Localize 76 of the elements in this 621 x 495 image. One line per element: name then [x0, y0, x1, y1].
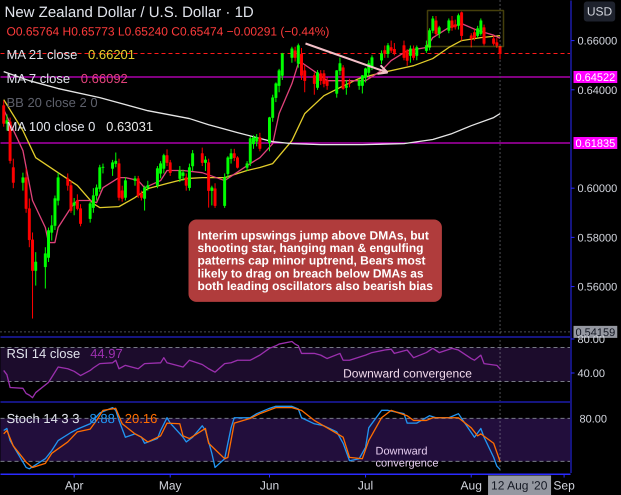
- candlestick: [182, 169, 184, 182]
- candlestick: [178, 166, 182, 183]
- candlestick: [470, 32, 473, 48]
- candlestick: [210, 185, 214, 206]
- x-tick-label: May: [158, 478, 182, 492]
- candlestick: [134, 175, 136, 186]
- x-tick-label: Aug: [460, 478, 482, 492]
- candlestick: [319, 70, 322, 86]
- candlestick: [482, 24, 486, 46]
- y-tick-label: 0.66000: [578, 36, 618, 48]
- candlestick: [2, 100, 6, 128]
- candlestick: [358, 78, 361, 90]
- annotation: Downward convergence: [376, 446, 438, 470]
- x-tick-label: Jul: [358, 478, 374, 492]
- candlestick: [124, 176, 127, 201]
- candlestick: [34, 252, 38, 286]
- candlestick: [72, 198, 76, 216]
- text: 0.66201: [88, 47, 136, 62]
- candlestick: [258, 132, 262, 152]
- candlestick: [143, 185, 146, 212]
- candlestick: [383, 45, 386, 58]
- candlestick: [460, 11, 464, 42]
- candlestick: [316, 70, 319, 90]
- annotation: Downward convergence: [343, 366, 472, 380]
- candlestick: [456, 13, 460, 30]
- candlestick: [390, 40, 393, 54]
- candlestick: [380, 50, 384, 64]
- candlestick: [438, 25, 441, 39]
- text: RSI 14 close: [6, 346, 80, 361]
- candlestick: [342, 64, 345, 90]
- chart-title: New Zealand Dollar / U.S. Dollar · 1D: [4, 4, 254, 21]
- candlestick: [415, 45, 418, 61]
- candlestick: [344, 79, 348, 96]
- series-label: 44.97: [90, 346, 123, 361]
- y-tick-label: 0.58000: [578, 232, 618, 244]
- candlestick: [200, 147, 204, 167]
- candlestick: [322, 70, 326, 88]
- series-label: 20.16: [124, 411, 158, 426]
- candlestick: [492, 35, 496, 46]
- candlestick: [214, 182, 217, 208]
- y-tick-label: 0.56000: [578, 282, 618, 294]
- candlestick: [294, 46, 297, 62]
- candlestick: [290, 46, 294, 64]
- candlestick: [312, 72, 316, 96]
- text: 0.64522: [576, 72, 616, 84]
- text: USD: [586, 4, 612, 18]
- candlestick: [255, 134, 258, 147]
- text: O0.65764 H0.65773 L0.65240 C0.65474 −0.00291 (−0.44%): [6, 24, 330, 38]
- text: 0.61835: [576, 138, 616, 150]
- x-tick-label: Jun: [260, 478, 280, 492]
- candlestick: [21, 172, 24, 192]
- candlestick: [450, 15, 454, 32]
- y-tick-label: 0.60000: [578, 183, 618, 196]
- line-series: [3, 340, 501, 398]
- x-tick-label: Apr: [64, 478, 84, 492]
- candlestick: [386, 42, 390, 58]
- candlestick: [447, 18, 450, 34]
- candlestick: [184, 172, 188, 192]
- series-label: 0.63031: [106, 119, 154, 134]
- candlestick: [454, 19, 457, 30]
- candlestick: [296, 43, 300, 68]
- candlestick: [392, 42, 396, 56]
- y-tick-label: 40.00: [578, 368, 606, 380]
- candlestick: [434, 15, 438, 36]
- line-series: [3, 70, 501, 146]
- candlestick: [408, 45, 412, 64]
- candlestick: [479, 18, 482, 36]
- annotation: Interim upswings jump above DMAs, but shooting star, hanging man & engulfing patterns cap minor uptrend, Bears most likely to drag on breach below DMAs as both leading oscillators also bearish bias: [198, 228, 434, 293]
- x-tick-label: Sep: [553, 478, 576, 492]
- chart-title: Stoch 14 3 3: [6, 411, 80, 426]
- candlestick: [136, 175, 140, 199]
- text: 12 Aug '20: [491, 478, 548, 492]
- y-tick-label: 0.64000: [578, 84, 618, 97]
- candlestick: [412, 45, 416, 61]
- annotation: BB 20 close 2 0: [6, 95, 98, 110]
- candlestick: [204, 156, 207, 172]
